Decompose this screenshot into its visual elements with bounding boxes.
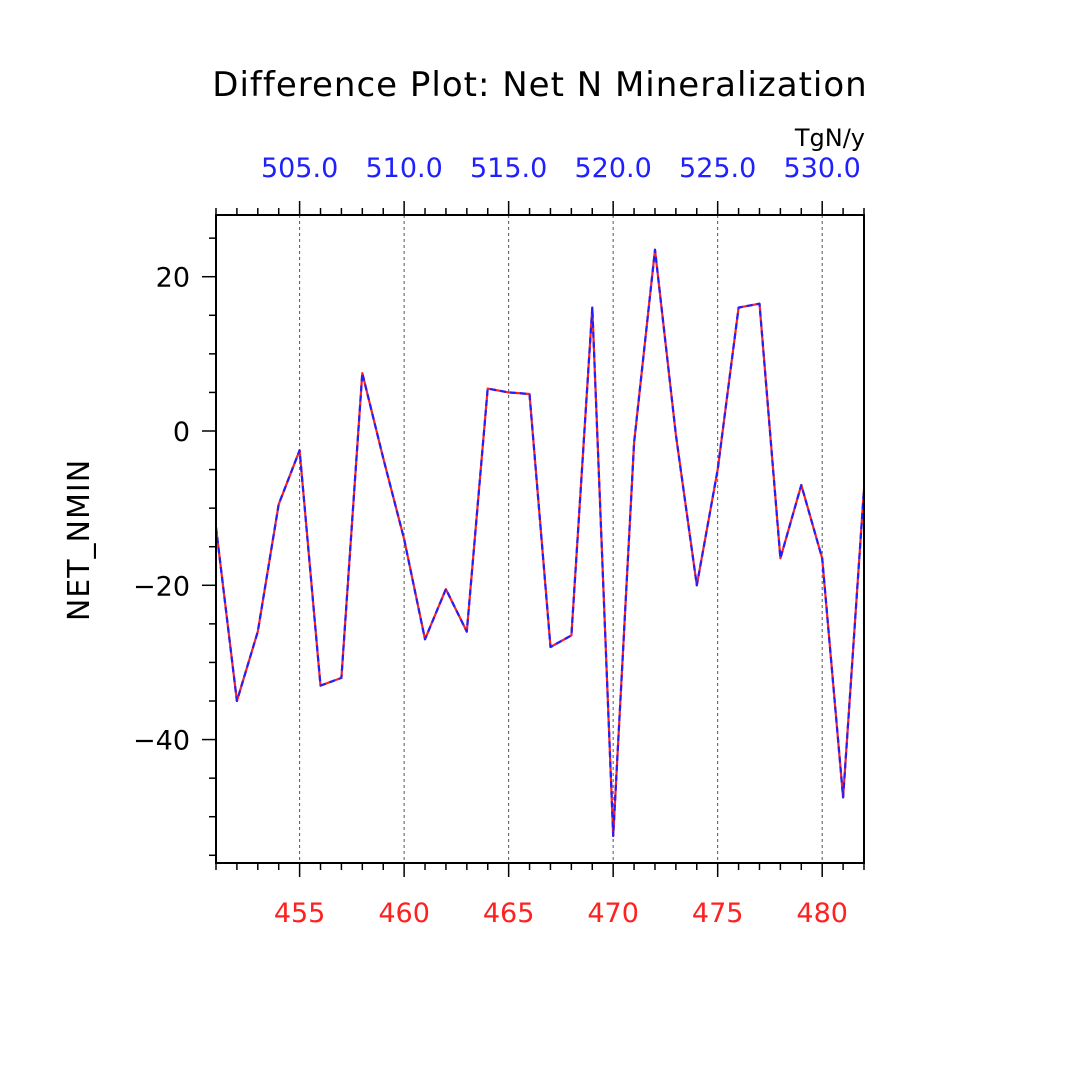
series-line-red <box>214 248 866 838</box>
y-axis-label: NET_NMIN <box>62 459 97 621</box>
y-tick-label: 20 <box>156 263 190 294</box>
x-tick-label-bottom: 470 <box>587 898 639 929</box>
x-tick-label-bottom: 460 <box>378 898 430 929</box>
x-tick-label-top: 525.0 <box>679 153 756 184</box>
x-tick-label-top: 505.0 <box>261 153 338 184</box>
x-tick-label-top: 515.0 <box>470 153 547 184</box>
x-tick-label-top: 520.0 <box>575 153 652 184</box>
y-tick-label: −20 <box>133 571 190 602</box>
y-tick-label: 0 <box>173 417 190 448</box>
chart-title: Difference Plot: Net N Mineralization <box>212 65 867 105</box>
x-tick-label-top: 530.0 <box>784 153 861 184</box>
x-tick-label-bottom: 455 <box>274 898 326 929</box>
y-tick-label: −40 <box>133 726 190 757</box>
units-label: TgN/y <box>794 124 865 152</box>
x-tick-label-bottom: 475 <box>692 898 744 929</box>
series-line-blue-dashed <box>214 248 866 838</box>
plot-frame <box>215 214 865 864</box>
axis-ticks <box>202 201 865 877</box>
series-lines <box>214 248 866 838</box>
tick-labels: 455 460 465 470 475 480 505.0 510.0 515.0 520.0 52… <box>133 153 861 929</box>
x-tick-label-bottom: 480 <box>796 898 848 929</box>
grid-lines <box>299 215 823 863</box>
x-tick-label-top: 510.0 <box>365 153 442 184</box>
x-tick-label-bottom: 465 <box>483 898 535 929</box>
